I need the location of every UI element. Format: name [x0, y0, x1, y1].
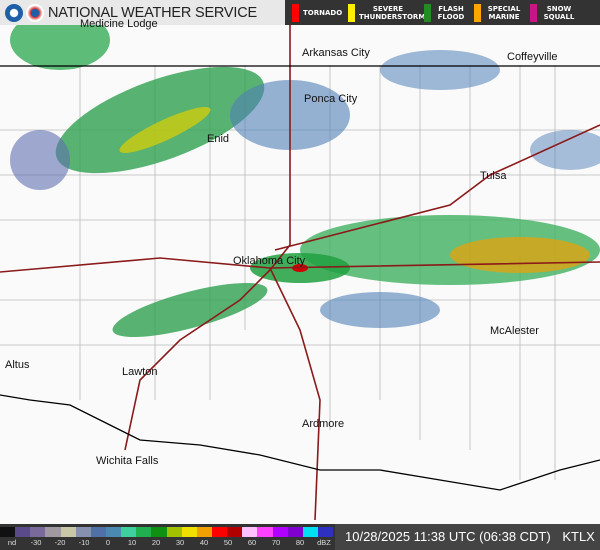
legend-tick: nd [7, 538, 17, 547]
city-label: Ponca City [304, 93, 358, 105]
radar-station: KTLX [562, 529, 595, 544]
warning-special-marine: SPECIAL MARINE [474, 0, 523, 25]
city-label: Arkansas City [302, 47, 370, 59]
nws-header: NATIONAL WEATHER SERVICE [0, 0, 285, 25]
reflectivity-legend: nd -30 -20 -10 0 10 20 30 40 50 60 70 80 dBZ [0, 524, 335, 550]
colorbar-swatch [257, 527, 273, 537]
radar-echoes [10, 10, 600, 338]
city-label: Oklahoma City [233, 255, 306, 267]
warning-severe-thunderstorm: SEVERE THUNDERSTORM [348, 0, 425, 25]
colorbar-swatch [211, 527, 228, 537]
colorbar-swatch [272, 527, 288, 537]
reflectivity-ticks: nd -30 -20 -10 0 10 20 30 40 50 60 70 80 dBZ [0, 538, 333, 550]
warning-tornado: TORNADO [292, 0, 342, 25]
colorbar-swatch [287, 527, 303, 537]
legend-tick: -10 [78, 538, 90, 547]
colorbar-swatch [166, 527, 182, 537]
colorbar-swatch [136, 527, 152, 537]
colorbar-swatch [60, 527, 76, 537]
city-label: Lawton [122, 366, 158, 378]
city-label: Tulsa [480, 170, 507, 182]
legend-tick: 50 [223, 538, 233, 547]
warning-flash-flood: FLASH FLOOD [424, 0, 467, 25]
legend-tick: 0 [105, 538, 111, 547]
legend-tick: -30 [30, 538, 42, 547]
colorbar-swatch [90, 527, 106, 537]
city-label: Wichita Falls [96, 455, 159, 467]
timestamp-panel: 10/28/2025 11:38 UTC (06:38 CDT) KTLX [335, 524, 600, 550]
colorbar-swatch [242, 527, 258, 537]
city-label: McAlester [490, 325, 539, 337]
colorbar-swatch [302, 527, 318, 537]
colorbar-swatch [317, 527, 334, 537]
colorbar-swatch [105, 527, 122, 537]
legend-tick: 80 [295, 538, 305, 547]
nws-logo [26, 3, 44, 22]
colorbar-swatch [30, 527, 46, 537]
colorbar-swatch [75, 527, 91, 537]
colorbar-swatch [15, 527, 31, 537]
header-title: NATIONAL WEATHER SERVICE [48, 4, 257, 21]
warning-legend: TORNADO SEVERE THUNDERSTORM FLASH FLOOD … [285, 0, 600, 25]
state-borders [0, 65, 600, 491]
legend-tick: dBZ [317, 538, 331, 547]
city-label: Coffeyville [507, 51, 558, 63]
legend-tick: 20 [151, 538, 161, 547]
colorbar-swatch [181, 527, 197, 537]
legend-tick: 70 [271, 538, 281, 547]
city-label: Ardmore [302, 418, 345, 430]
legend-tick: -20 [54, 538, 66, 547]
city-label: Medicine Lodge [80, 18, 158, 30]
colorbar-swatch [151, 527, 167, 537]
colorbar-swatch [196, 527, 212, 537]
colorbar-swatch [45, 527, 61, 537]
warning-snow-squall: SNOW SQUALL [530, 0, 577, 25]
timestamp: 10/28/2025 11:38 UTC (06:38 CDT) [345, 529, 551, 544]
colorbar-swatch [121, 527, 137, 537]
noaa-logo [5, 3, 23, 22]
colorbar-swatch [227, 527, 243, 537]
colorbar-swatch [0, 527, 16, 537]
legend-tick: 30 [175, 538, 185, 547]
highways [0, 0, 600, 521]
legend-tick: 60 [247, 538, 257, 547]
city-label: Altus [5, 359, 30, 371]
legend-tick: 40 [199, 538, 209, 547]
city-label: Enid [207, 133, 230, 145]
reflectivity-colorbar [0, 527, 334, 537]
legend-tick: 10 [127, 538, 137, 547]
